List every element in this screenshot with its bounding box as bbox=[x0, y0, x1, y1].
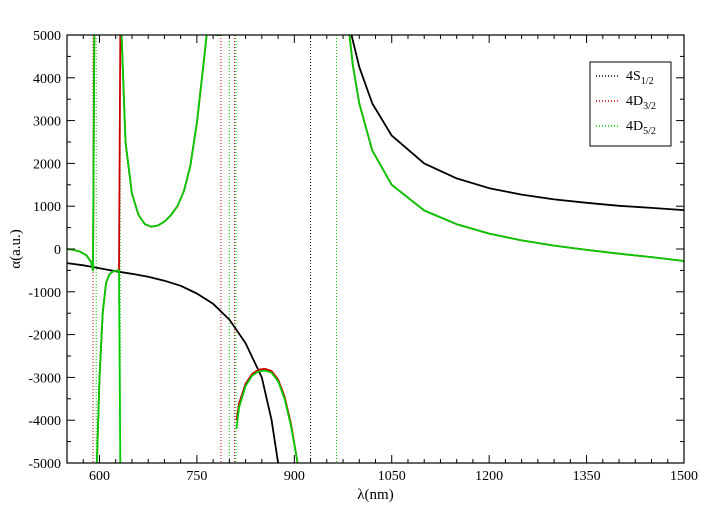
y-tick-label: 1000 bbox=[33, 200, 61, 215]
x-tick-label: 600 bbox=[89, 469, 110, 484]
y-tick-label: 2000 bbox=[33, 157, 61, 172]
y-tick-label: 0 bbox=[54, 243, 61, 258]
legend-label: 4S1/2 bbox=[626, 69, 654, 87]
y-tick-label: 5000 bbox=[33, 29, 61, 44]
x-tick-label: 900 bbox=[284, 469, 305, 484]
series-0-segment-0 bbox=[67, 262, 279, 463]
x-tick-label: 1050 bbox=[378, 469, 406, 484]
y-tick-label: 4000 bbox=[33, 72, 61, 87]
y-tick-label: -5000 bbox=[28, 457, 61, 472]
y-axis: -5000 -4000 -3000 -2000 -1000 0 1000 2000 3000 40… bbox=[28, 29, 684, 472]
x-tick-label: 1350 bbox=[573, 469, 601, 484]
series-2-segment-4 bbox=[235, 369, 299, 463]
y-tick-label: 3000 bbox=[33, 115, 61, 130]
legend-box bbox=[589, 61, 672, 147]
legend: 4S1/2 4D3/2 4D5/2 bbox=[589, 61, 672, 147]
series-layer bbox=[67, 35, 684, 463]
series-2-segment-5 bbox=[348, 35, 684, 262]
y-axis-title: α(a.u.) bbox=[8, 229, 24, 269]
legend-label: 4D3/2 bbox=[626, 94, 656, 112]
series-2-segment-1 bbox=[96, 269, 122, 463]
y-tick-label: -2000 bbox=[28, 329, 61, 344]
legend-label: 4D5/2 bbox=[626, 119, 656, 137]
y-tick-label: -1000 bbox=[28, 286, 61, 301]
x-tick-label: 1200 bbox=[475, 469, 503, 484]
x-tick-label: 1500 bbox=[670, 469, 698, 484]
y-tick-label: -4000 bbox=[28, 414, 61, 429]
y-tick-label: -3000 bbox=[28, 371, 61, 386]
series-0-segment-1 bbox=[350, 35, 684, 211]
x-axis-title: λ(nm) bbox=[357, 487, 393, 503]
x-axis: 600 750 900 1050 1200 1350 1500 bbox=[66, 35, 698, 484]
x-tick-label: 750 bbox=[186, 469, 207, 484]
series-2-segment-0 bbox=[67, 35, 96, 272]
series-2-segment-2 bbox=[120, 35, 208, 228]
